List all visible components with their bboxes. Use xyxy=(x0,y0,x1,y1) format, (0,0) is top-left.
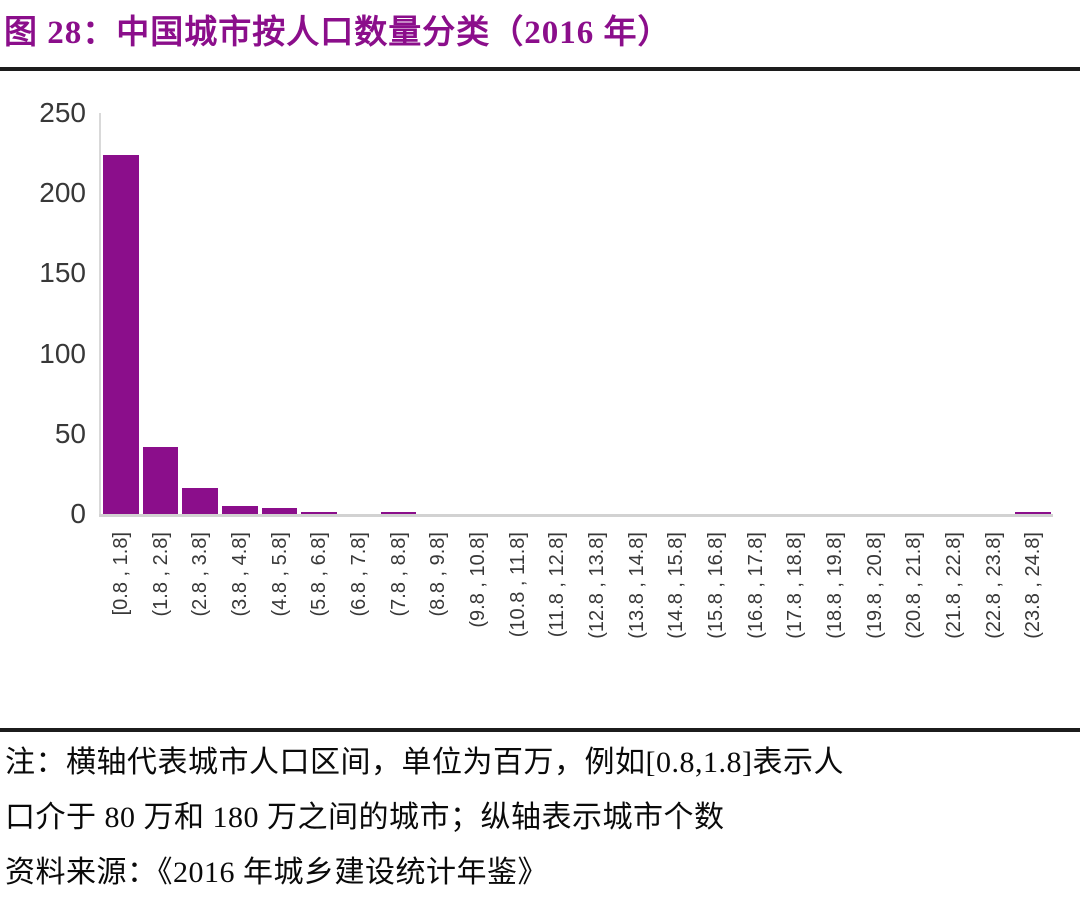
bar xyxy=(261,507,298,514)
bar xyxy=(222,505,258,514)
y-tick-label: 250 xyxy=(39,97,86,128)
x-tick-label: (16.8 , 17.8] xyxy=(744,532,767,639)
x-tick-label: (11.8 , 12.8] xyxy=(546,532,569,638)
x-tick-label: (12.8 , 13.8] xyxy=(585,532,608,639)
x-tick-label: (23.8 , 24.8] xyxy=(1022,532,1045,639)
y-axis-line xyxy=(99,113,101,517)
x-tick-label: (22.8 , 23.8] xyxy=(982,532,1005,639)
x-tick-label: (1.8 , 2.8] xyxy=(149,532,172,617)
bar xyxy=(1015,512,1051,514)
x-tick-label: [0.8 , 1.8] xyxy=(109,532,132,616)
x-axis-line xyxy=(99,514,1053,517)
x-tick-label: (17.8 , 18.8] xyxy=(784,532,807,639)
x-tick-label: (5.8 , 6.8] xyxy=(308,532,331,617)
x-tick-label: (6.8 , 7.8] xyxy=(347,532,370,617)
x-tick-label: (21.8 , 22.8] xyxy=(942,532,965,639)
x-tick-label: (3.8 , 4.8] xyxy=(228,532,251,617)
y-tick-label: 150 xyxy=(39,257,86,289)
x-tick-label: (15.8 , 16.8] xyxy=(704,532,727,639)
x-tick-label: (2.8 , 3.8] xyxy=(189,532,212,617)
bar xyxy=(182,488,218,514)
x-tick-label: (14.8 , 15.8] xyxy=(665,532,688,639)
y-tick-label: 200 xyxy=(39,177,86,209)
source-line: 资料来源：《2016 年城乡建设统计年鉴》 xyxy=(5,856,548,889)
bar xyxy=(103,154,139,514)
x-tick-label: (10.8 , 11.8] xyxy=(506,532,529,638)
bottom-divider xyxy=(0,728,1080,732)
x-tick-label: (7.8 , 8.8] xyxy=(387,532,410,617)
x-tick-label: (4.8 , 5.8] xyxy=(268,532,291,617)
y-tick-label: 0 xyxy=(70,498,86,529)
figure-title: 图 28：中国城市按人口数量分类（2016 年） xyxy=(4,15,672,51)
bar xyxy=(142,446,179,514)
y-tick-label: 50 xyxy=(54,417,86,449)
bar xyxy=(380,512,417,514)
x-tick-label: (19.8 , 20.8] xyxy=(863,532,886,639)
note-line-2: 口介于 80 万和 180 万之间的城市；纵轴表示城市个数 xyxy=(5,801,725,834)
y-tick-label: 100 xyxy=(39,337,86,369)
x-tick-label: (9.8 , 10.8] xyxy=(466,532,489,628)
note-line-1: 注：横轴代表城市人口区间，单位为百万，例如[0.8,1.8]表示人 xyxy=(5,746,844,779)
x-tick-label: (13.8 , 14.8] xyxy=(625,532,648,639)
bar xyxy=(301,512,337,514)
x-tick-label: (20.8 , 21.8] xyxy=(903,532,926,639)
x-tick-label: (8.8 , 9.8] xyxy=(427,532,450,617)
x-tick-label: (18.8 , 19.8] xyxy=(823,532,846,639)
top-divider xyxy=(0,67,1080,71)
